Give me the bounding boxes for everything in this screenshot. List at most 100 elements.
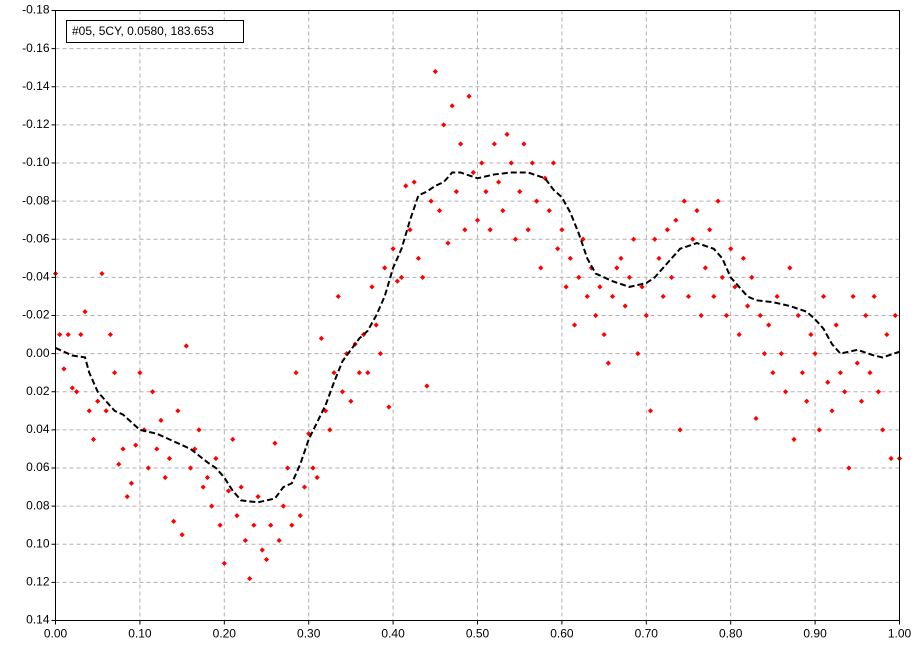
data-point: [276, 537, 282, 544]
data-point: [196, 427, 202, 433]
y-tick-label: -0.06: [22, 231, 50, 245]
data-point: [483, 188, 489, 195]
y-tick-label: 0.12: [26, 575, 50, 589]
data-point: [504, 131, 510, 138]
data-point: [470, 169, 476, 176]
data-point: [787, 265, 793, 271]
data-point: [116, 461, 122, 467]
data-point: [225, 488, 232, 494]
data-point: [297, 513, 303, 519]
data-point: [740, 255, 746, 261]
data-point: [816, 427, 822, 433]
y-tick-label: -0.18: [22, 3, 50, 17]
data-point: [669, 274, 675, 280]
data-point: [217, 522, 223, 528]
data-point: [99, 270, 105, 277]
data-point: [643, 312, 649, 319]
data-point: [61, 366, 67, 372]
data-point: [517, 188, 523, 195]
data-point: [428, 198, 434, 204]
data-point: [538, 265, 544, 271]
y-tick-label: 0.00: [26, 346, 50, 360]
data-point: [546, 208, 552, 214]
data-point: [601, 331, 607, 338]
data-point: [888, 455, 894, 462]
data-point: [259, 547, 265, 553]
data-point: [795, 312, 801, 319]
mean-line: [55, 171, 900, 504]
y-tick-label: 0.08: [26, 498, 50, 512]
data-point: [213, 455, 219, 462]
data-point: [664, 227, 670, 233]
data-point: [133, 442, 139, 448]
data-point: [563, 284, 569, 290]
data-point: [550, 160, 557, 166]
data-point: [757, 312, 763, 319]
data-point: [280, 503, 286, 509]
data-point: [829, 408, 835, 414]
data-point: [327, 427, 333, 433]
data-point: [707, 227, 713, 233]
data-point: [875, 389, 881, 395]
data-point: [285, 465, 291, 471]
data-point: [631, 236, 637, 242]
data-point: [508, 160, 514, 166]
data-point: [149, 389, 156, 395]
y-tick-label: 0.14: [26, 613, 50, 627]
data-point: [179, 532, 185, 538]
data-point: [698, 312, 704, 319]
plot-border: [55, 10, 900, 621]
data-point: [348, 398, 354, 404]
data-point: [411, 179, 417, 185]
data-point: [394, 278, 400, 284]
data-point: [221, 560, 227, 566]
data-point: [533, 198, 540, 204]
data-point: [445, 240, 451, 246]
data-point: [728, 246, 734, 252]
data-point: [171, 518, 177, 524]
data-point: [846, 465, 852, 471]
y-tick-label: 0.10: [26, 536, 50, 550]
data-point: [567, 255, 573, 261]
data-point: [774, 293, 780, 300]
data-point: [339, 389, 346, 395]
data-point: [158, 417, 164, 423]
data-point: [90, 436, 97, 443]
data-point: [204, 474, 211, 481]
data-point: [128, 480, 135, 486]
data-point: [749, 274, 755, 280]
data-point: [175, 408, 181, 414]
y-tick-label: -0.02: [22, 308, 50, 322]
data-point: [272, 440, 278, 446]
x-tick-label: 0.80: [719, 627, 743, 641]
data-point: [690, 236, 696, 242]
data-point: [124, 493, 130, 500]
data-point: [424, 383, 430, 389]
data-point: [609, 293, 616, 300]
data-point: [626, 274, 633, 280]
data-point: [804, 398, 810, 404]
data-point: [407, 227, 413, 233]
data-point: [571, 322, 578, 328]
data-point: [65, 331, 71, 338]
plot-layer: -0.18 -0.16 -0.14 -0.12 -0.10 -0.08 -0.06 -0.04…: [22, 3, 911, 641]
data-point: [639, 284, 645, 290]
data-point: [778, 351, 784, 357]
data-point: [120, 446, 126, 452]
data-point: [479, 160, 485, 166]
data-point: [647, 408, 654, 414]
data-point: [719, 274, 725, 280]
data-point: [622, 303, 628, 309]
x-tick-label: 0.90: [803, 627, 827, 641]
data-point: [107, 331, 113, 338]
data-point: [432, 68, 438, 75]
data-point: [293, 370, 299, 376]
y-tick-label: 0.02: [26, 384, 50, 398]
data-point: [656, 255, 662, 261]
data-point: [597, 284, 603, 290]
x-tick-label: 0.60: [550, 627, 574, 641]
data-point: [318, 335, 324, 341]
data-point: [736, 331, 742, 338]
data-point: [398, 274, 405, 280]
data-point: [386, 404, 392, 410]
